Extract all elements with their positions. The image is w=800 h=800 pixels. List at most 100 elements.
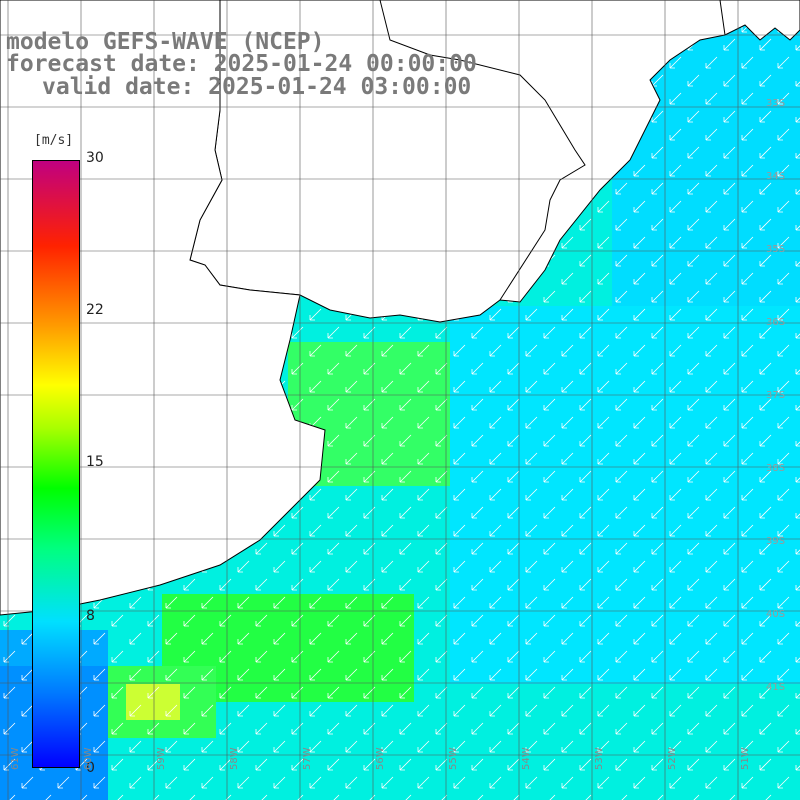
wind-arrow	[579, 398, 592, 411]
wind-speed-cell	[648, 234, 666, 252]
wind-arrow	[669, 236, 682, 249]
wind-speed-cell	[306, 612, 324, 630]
wind-arrow	[471, 614, 484, 627]
wind-arrow	[633, 200, 646, 213]
wind-arrow	[597, 308, 610, 321]
wind-arrow	[489, 488, 502, 501]
wind-speed-cell	[720, 666, 738, 684]
wind-speed-cell	[612, 378, 630, 396]
wind-speed-cell	[702, 36, 720, 54]
wind-speed-cell	[234, 792, 252, 800]
wind-arrow	[777, 524, 790, 537]
wind-arrow	[759, 578, 772, 591]
wind-speed-cell	[648, 558, 666, 576]
wind-arrow	[741, 380, 754, 393]
wind-speed-cell	[720, 162, 738, 180]
wind-speed-cell	[540, 522, 558, 540]
wind-speed-cell	[558, 432, 576, 450]
wind-arrow	[471, 722, 484, 735]
wind-arrow	[741, 452, 754, 465]
wind-speed-cell	[270, 576, 288, 594]
wind-speed-cell	[360, 378, 378, 396]
wind-arrow	[435, 362, 448, 375]
wind-speed-cell	[126, 720, 144, 738]
wind-speed-cell	[468, 666, 486, 684]
wind-arrow	[741, 416, 754, 429]
wind-arrow	[795, 585, 800, 591]
wind-speed-cell	[792, 342, 800, 360]
wind-arrow	[525, 524, 538, 537]
wind-arrow	[507, 578, 520, 591]
latitude-label: 41S	[766, 682, 786, 693]
wind-arrow	[441, 794, 448, 800]
wind-arrow	[633, 308, 646, 321]
wind-speed-cell	[576, 738, 594, 756]
wind-speed-cell	[576, 270, 594, 288]
wind-arrow	[381, 416, 394, 429]
wind-arrow	[795, 477, 800, 483]
wind-arrow	[579, 506, 592, 519]
wind-speed-cell	[720, 270, 738, 288]
wind-speed-cell	[792, 378, 800, 396]
wind-arrow	[777, 596, 790, 609]
wind-arrow	[525, 344, 538, 357]
wind-speed-cell	[180, 594, 198, 612]
wind-speed-cell	[270, 648, 288, 666]
wind-arrow	[111, 650, 124, 663]
wind-speed-cell	[594, 576, 612, 594]
wind-arrow	[489, 596, 502, 609]
wind-speed-cell	[486, 432, 504, 450]
wind-arrow	[183, 578, 196, 591]
wind-arrow	[525, 380, 538, 393]
wind-arrow	[777, 344, 790, 357]
wind-speed-cell	[558, 396, 576, 414]
wind-arrow	[345, 380, 358, 393]
wind-speed-cell	[594, 540, 612, 558]
wind-arrow	[723, 326, 736, 339]
wind-speed-cell	[522, 684, 540, 702]
wind-arrow	[597, 452, 610, 465]
wind-speed-cell	[522, 576, 540, 594]
wind-arrow	[345, 776, 358, 789]
wind-speed-cell	[396, 342, 414, 360]
wind-speed-cell	[684, 306, 702, 324]
wind-arrow	[705, 236, 718, 249]
wind-arrow	[669, 488, 682, 501]
wind-arrow	[651, 614, 664, 627]
wind-arrow	[795, 81, 800, 87]
wind-speed-cell	[702, 432, 720, 450]
wind-arrow	[327, 506, 340, 519]
wind-speed-cell	[738, 36, 756, 54]
wind-speed-cell	[738, 684, 756, 702]
wind-arrow	[723, 686, 736, 699]
wind-arrow	[525, 416, 538, 429]
wind-arrow	[633, 740, 646, 753]
wind-arrow	[147, 758, 160, 771]
wind-arrow	[705, 92, 718, 105]
wind-speed-cell	[594, 468, 612, 486]
wind-speed-cell	[648, 666, 666, 684]
wind-speed-cell	[630, 468, 648, 486]
wind-speed-cell	[684, 522, 702, 540]
wind-arrow	[93, 668, 106, 681]
wind-speed-cell	[414, 576, 432, 594]
wind-speed-cell	[396, 378, 414, 396]
wind-arrow	[651, 758, 664, 771]
wind-speed-cell	[288, 666, 306, 684]
wind-speed-cell	[162, 792, 180, 800]
wind-speed-cell	[792, 90, 800, 108]
wind-arrow	[687, 758, 700, 771]
wind-arrow	[525, 704, 538, 717]
wind-speed-cell	[630, 684, 648, 702]
wind-speed-cell	[414, 648, 432, 666]
wind-speed-cell	[612, 594, 630, 612]
wind-speed-cell	[432, 522, 450, 540]
wind-arrow	[309, 380, 322, 393]
wind-speed-cell	[756, 234, 774, 252]
wind-arrow	[561, 416, 574, 429]
wind-speed-cell	[702, 612, 720, 630]
wind-speed-cell	[648, 630, 666, 648]
wind-arrow	[615, 650, 628, 663]
wind-speed-cell	[396, 666, 414, 684]
wind-speed-cell	[756, 486, 774, 504]
